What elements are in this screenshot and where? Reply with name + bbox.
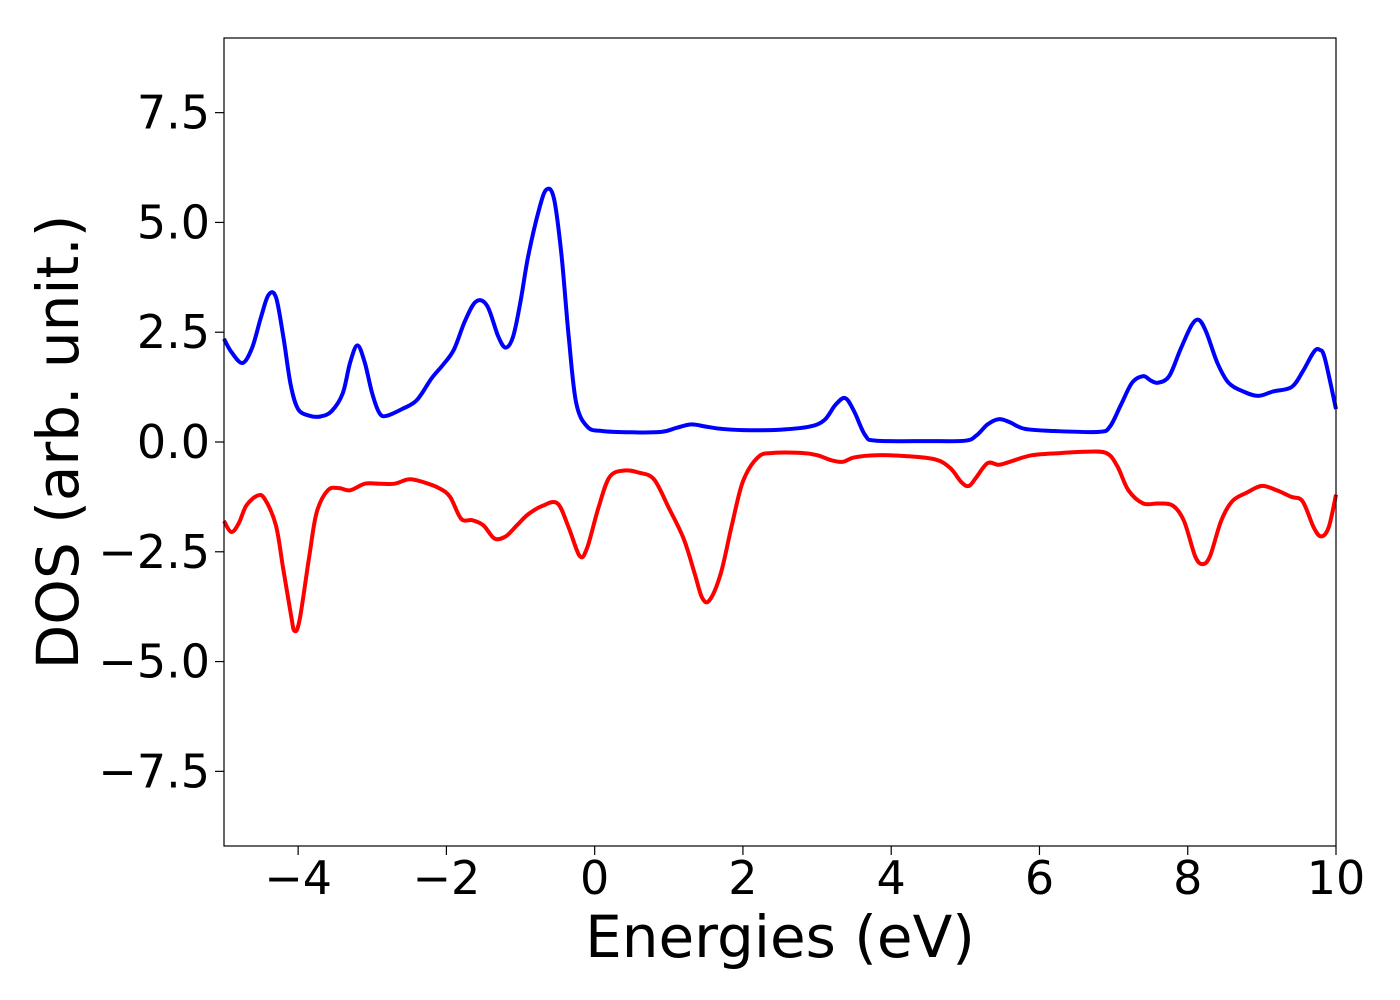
y-axis-title: DOS (arb. unit.) — [24, 215, 92, 670]
y-tick-label: −5.0 — [98, 635, 210, 689]
series-layer — [222, 186, 1338, 634]
y-tick-label: 0.0 — [137, 415, 210, 469]
x-tick-label: 8 — [1173, 851, 1202, 905]
x-tick-label: 4 — [877, 851, 906, 905]
y-tick-label: −2.5 — [98, 525, 210, 579]
x-axis-ticks: −4 −2 0 2 4 6 8 10 — [264, 846, 1365, 905]
x-tick-label: 2 — [728, 851, 757, 905]
x-tick-label: −2 — [412, 851, 480, 905]
y-axis-ticks: 7.5 5.0 2.5 0.0 −2.5 −5.0 −7.5 — [98, 86, 224, 798]
y-tick-label: 5.0 — [137, 195, 210, 249]
plot-frame — [223, 37, 1337, 847]
y-tick-label: 7.5 — [137, 86, 210, 140]
y-tick-label: −7.5 — [98, 744, 210, 798]
x-tick-label: 10 — [1307, 851, 1366, 905]
y-tick-label: 2.5 — [137, 305, 210, 359]
x-axis-title: Energies (eV) — [585, 903, 975, 971]
x-tick-label: 6 — [1025, 851, 1054, 905]
x-tick-label: −4 — [264, 851, 332, 905]
x-tick-label: 0 — [580, 851, 609, 905]
series-line-red — [222, 449, 1338, 634]
series-line-blue — [222, 186, 1338, 444]
